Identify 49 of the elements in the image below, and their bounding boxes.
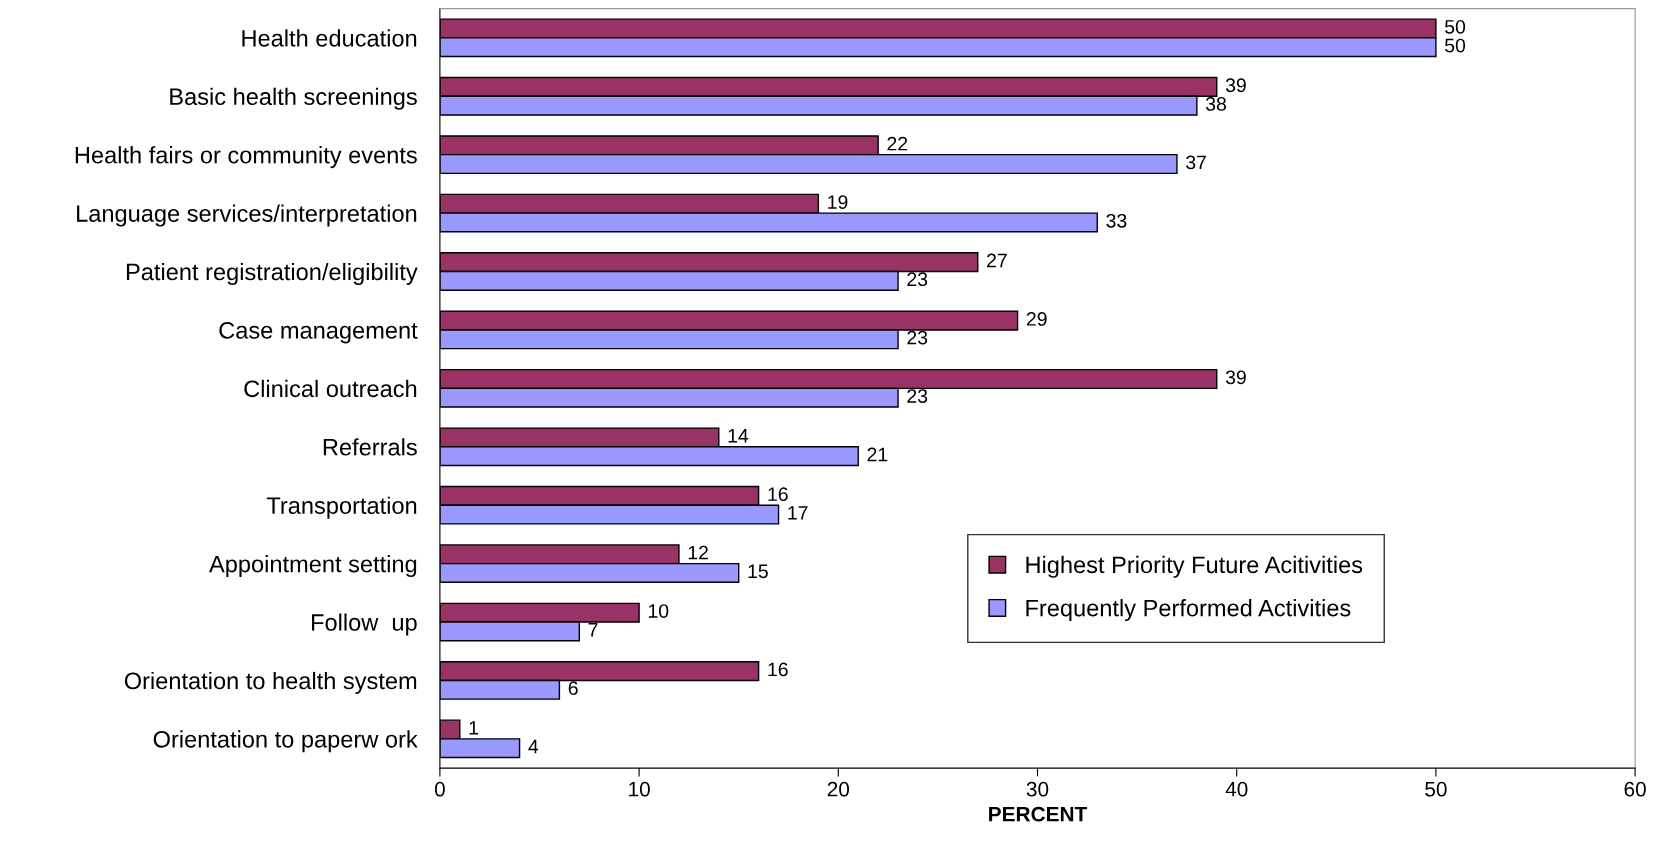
y-tick-label: Language services/interpretation <box>77 204 417 227</box>
y-tick-label: Follow up <box>312 613 417 636</box>
data-label: 7 <box>588 623 598 637</box>
data-label: 19 <box>828 195 848 209</box>
data-label: 21 <box>867 447 888 462</box>
data-label: 27 <box>987 253 1007 268</box>
y-tick-label: Case management <box>219 322 418 344</box>
y-tick-label: Appointment setting <box>209 555 417 578</box>
data-label: 29 <box>1026 312 1047 326</box>
data-label: 39 <box>1225 78 1246 93</box>
y-tick-label: Transportation <box>266 496 417 519</box>
x-tick-label: 60 <box>1624 781 1646 797</box>
data-label: 23 <box>907 389 928 403</box>
y-tick-label: Health fairs or community events <box>75 146 417 169</box>
data-label: 38 <box>1205 97 1226 111</box>
y-tick-label: Orientation to health system <box>124 671 417 694</box>
y-tick-label: Orientation to paperw ork <box>153 730 418 753</box>
y-tick-label: Patient registration/eligibility <box>126 262 418 285</box>
x-tick-label: 20 <box>827 781 850 797</box>
data-label: 23 <box>907 272 928 287</box>
data-label: 23 <box>907 330 928 345</box>
x-axis-title: PERCENT <box>989 806 1088 822</box>
legend-label: Highest Priority Future Acitivities <box>1026 555 1363 578</box>
x-tick-label: 50 <box>1425 781 1447 797</box>
data-label: 33 <box>1106 213 1127 228</box>
x-tick-label: 0 <box>434 781 445 797</box>
legend-label: Frequently Performed Activities <box>1026 599 1351 622</box>
data-label: 14 <box>728 429 749 443</box>
data-label: 16 <box>768 662 788 677</box>
x-tick-label: 40 <box>1225 781 1248 797</box>
data-label: 50 <box>1445 19 1466 34</box>
data-label: 15 <box>748 564 768 579</box>
y-tick-label: Health education <box>242 29 417 47</box>
data-label: 39 <box>1225 370 1246 385</box>
data-label: 16 <box>768 487 788 502</box>
data-label: 6 <box>568 681 578 696</box>
data-label: 50 <box>1445 38 1466 53</box>
data-label: 12 <box>688 545 708 560</box>
y-tick-label: Clinical outreach <box>244 379 417 398</box>
data-label: 4 <box>528 739 539 754</box>
data-label: 1 <box>469 721 479 735</box>
x-tick-label: 10 <box>629 781 650 797</box>
data-label: 37 <box>1186 155 1206 170</box>
data-label: 10 <box>648 604 669 618</box>
data-label: 22 <box>887 136 908 151</box>
y-tick-label: Referrals <box>323 438 417 456</box>
data-label: 17 <box>788 506 808 520</box>
x-tick-label: 30 <box>1026 781 1049 797</box>
y-tick-label: Basic health screenings <box>170 87 417 110</box>
